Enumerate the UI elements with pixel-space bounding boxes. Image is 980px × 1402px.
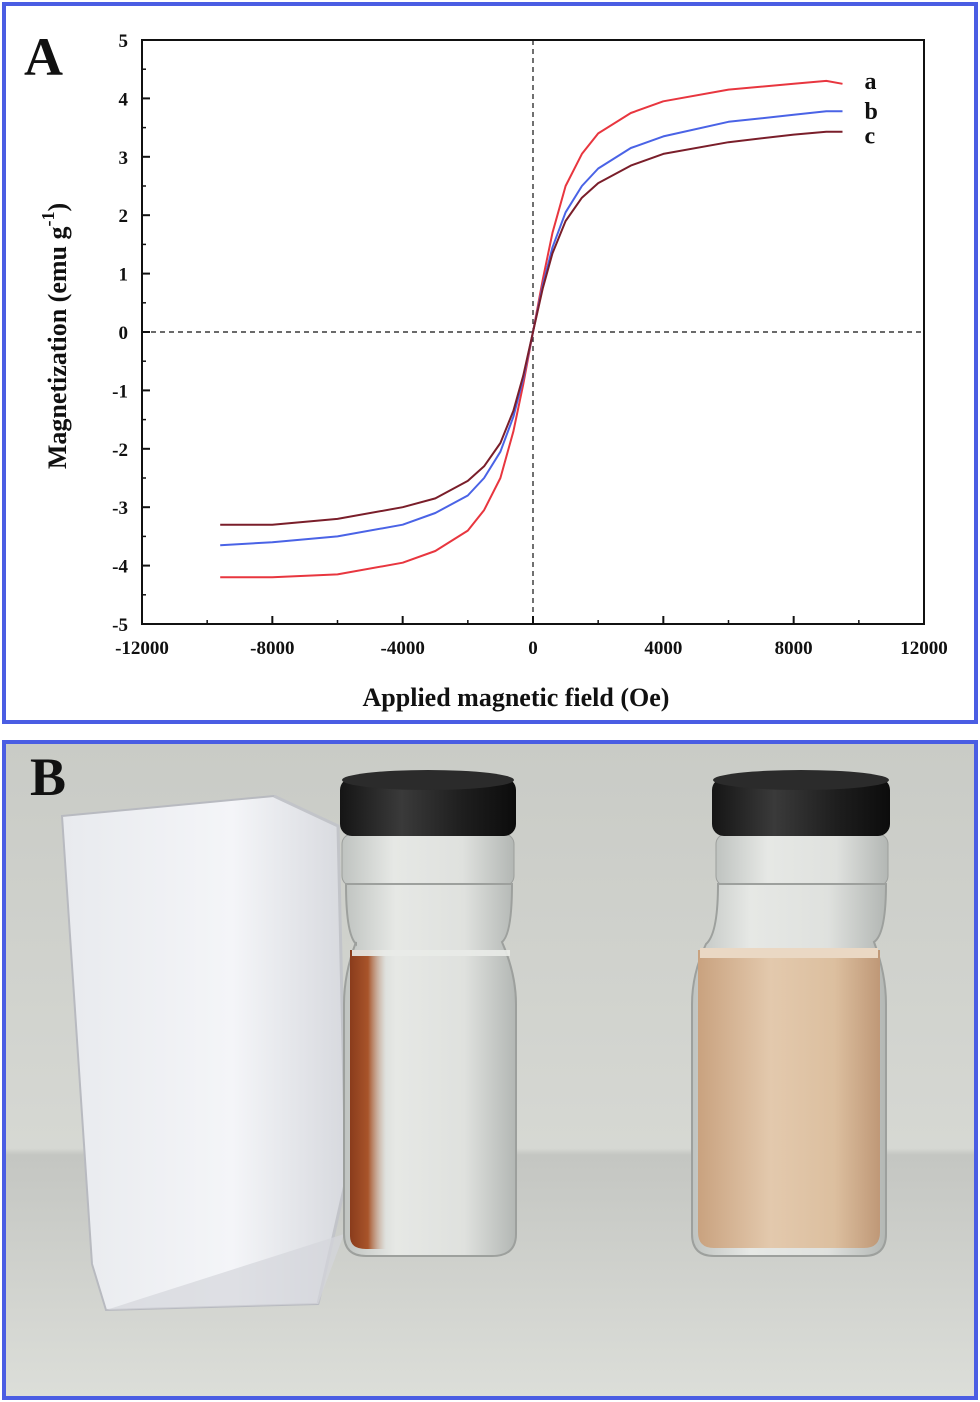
y-tick-label: 0 bbox=[119, 323, 129, 344]
vial-dispersed bbox=[691, 770, 890, 1257]
y-tick-label: -2 bbox=[112, 440, 128, 461]
panel-b-photo: B bbox=[2, 740, 978, 1400]
x-tick-label: -12000 bbox=[115, 638, 169, 659]
series-label-a: a bbox=[865, 69, 877, 95]
x-tick-label: -4000 bbox=[381, 638, 425, 659]
hysteresis-chart: -12000 -8000 -4000 0 4000 8000 12000 5 4 3 2 1 0 -1 -… bbox=[38, 31, 948, 712]
x-tick-label: 8000 bbox=[775, 638, 813, 659]
y-tick-label: 1 bbox=[119, 265, 129, 286]
series-line-b bbox=[220, 110, 843, 547]
vial-separated bbox=[340, 770, 517, 1257]
series-line-a bbox=[220, 79, 843, 579]
y-tick-label: 2 bbox=[119, 206, 129, 227]
panel-a-label: A bbox=[24, 27, 63, 87]
y-tick-label: 5 bbox=[119, 31, 129, 52]
y-tick-label: -3 bbox=[112, 498, 128, 519]
x-tick-label: 4000 bbox=[644, 638, 682, 659]
series-label-c: c bbox=[865, 124, 876, 150]
vials-photo bbox=[6, 744, 974, 1396]
series-label-b: b bbox=[865, 99, 878, 125]
x-axis-title: Applied magnetic field (Oe) bbox=[363, 683, 670, 712]
y-tick-label: 4 bbox=[119, 89, 129, 110]
x-tick-label: -8000 bbox=[250, 638, 294, 659]
x-tick-label: 12000 bbox=[900, 638, 948, 659]
series-line-c bbox=[220, 130, 843, 526]
y-tick-label: -5 bbox=[112, 615, 128, 636]
y-axis-title: Magnetization (emu g-1) bbox=[38, 203, 72, 469]
x-tick-label: 0 bbox=[528, 638, 538, 659]
panel-a-chart: -12000 -8000 -4000 0 4000 8000 12000 5 4 3 2 1 0 -1 -… bbox=[2, 2, 978, 724]
panel-b-label: B bbox=[30, 747, 67, 807]
magnet-block bbox=[60, 794, 348, 1312]
y-tick-label: -4 bbox=[112, 557, 128, 578]
y-tick-label: -1 bbox=[112, 381, 128, 402]
y-tick-label: 3 bbox=[119, 148, 129, 169]
